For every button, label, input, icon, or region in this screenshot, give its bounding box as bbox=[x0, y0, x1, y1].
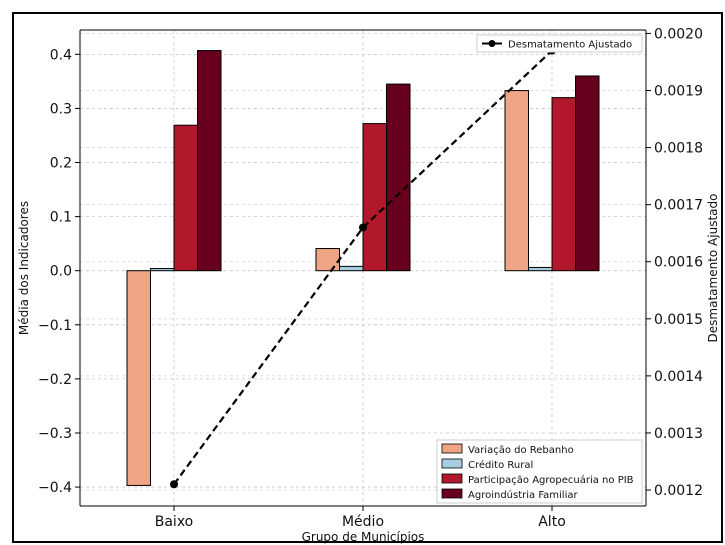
bar bbox=[528, 266, 553, 272]
bar bbox=[173, 124, 198, 272]
bar bbox=[362, 123, 387, 272]
line-point bbox=[359, 223, 367, 232]
y2-tick-label: 0.0020 bbox=[654, 26, 703, 42]
bar bbox=[386, 83, 411, 272]
y2-tick-label: 0.0016 bbox=[654, 255, 703, 271]
y-tick-label: −0.2 bbox=[38, 372, 72, 388]
legend-bar-label: Agroindústria Familiar bbox=[468, 489, 578, 501]
tick-labels: 0.4 0.3 0.2 0.1 0.0 −0.1 −0.2 −0.3 −0.4 0.0020 0.0… bbox=[38, 26, 703, 530]
legend-line-box bbox=[476, 34, 643, 53]
y2-tick-label: 0.0012 bbox=[654, 483, 703, 499]
bar bbox=[126, 270, 151, 486]
bar bbox=[575, 75, 600, 272]
y2-tick-label: 0.0015 bbox=[654, 312, 703, 328]
legend-bar-swatch bbox=[441, 473, 463, 484]
bar-series bbox=[126, 50, 600, 486]
y-tick-label: 0.2 bbox=[50, 156, 72, 172]
legend-line-label: Desmatamento Ajustado bbox=[508, 40, 632, 51]
legend-bar-swatch bbox=[441, 488, 463, 499]
legend-bar-swatch bbox=[441, 443, 463, 454]
y2-tick-label: 0.0014 bbox=[654, 369, 703, 385]
y2-axis-label: Desmatamento Ajustado bbox=[706, 194, 720, 343]
axes bbox=[75, 29, 651, 511]
x-tick-label: Alto bbox=[538, 514, 566, 530]
y-tick-label: −0.1 bbox=[38, 318, 72, 334]
y2-tick-label: 0.0019 bbox=[654, 83, 703, 99]
legend-bar-swatch bbox=[441, 458, 463, 469]
y-tick-label: 0.0 bbox=[50, 264, 72, 280]
y-tick-label: −0.3 bbox=[38, 426, 72, 442]
legend-bar-label: Participação Agropecuária no PIB bbox=[468, 474, 634, 486]
y2-tick-label: 0.0013 bbox=[654, 426, 703, 442]
legend-bars-box bbox=[436, 439, 643, 504]
x-tick-label: Baixo bbox=[155, 514, 194, 530]
bar bbox=[504, 90, 529, 272]
y-axis-label: Média dos Indicadores bbox=[17, 201, 31, 335]
x-tick-label: Médio bbox=[342, 514, 384, 530]
legend-line-marker bbox=[488, 40, 496, 47]
bar bbox=[551, 97, 576, 272]
bar bbox=[315, 248, 340, 272]
bar bbox=[150, 268, 175, 272]
bar bbox=[339, 265, 364, 272]
y-tick-label: −0.4 bbox=[38, 480, 72, 496]
line-point bbox=[170, 480, 178, 489]
legend-bar-label: Crédito Rural bbox=[468, 459, 533, 471]
y-tick-label: 0.4 bbox=[50, 47, 72, 63]
y2-tick-label: 0.0017 bbox=[654, 198, 703, 214]
legend-bar-label: Variação do Rebanho bbox=[468, 445, 574, 456]
legend-line: Desmatamento Ajustado bbox=[476, 34, 643, 53]
y-tick-label: 0.1 bbox=[50, 210, 72, 226]
bar bbox=[197, 50, 222, 272]
x-axis-label: Grupo de Municípios bbox=[302, 530, 425, 544]
y-tick-label: 0.3 bbox=[50, 101, 72, 117]
legend-bars: Variação do Rebanho Crédito Rural Particip… bbox=[436, 439, 643, 504]
y2-tick-label: 0.0018 bbox=[654, 141, 703, 157]
